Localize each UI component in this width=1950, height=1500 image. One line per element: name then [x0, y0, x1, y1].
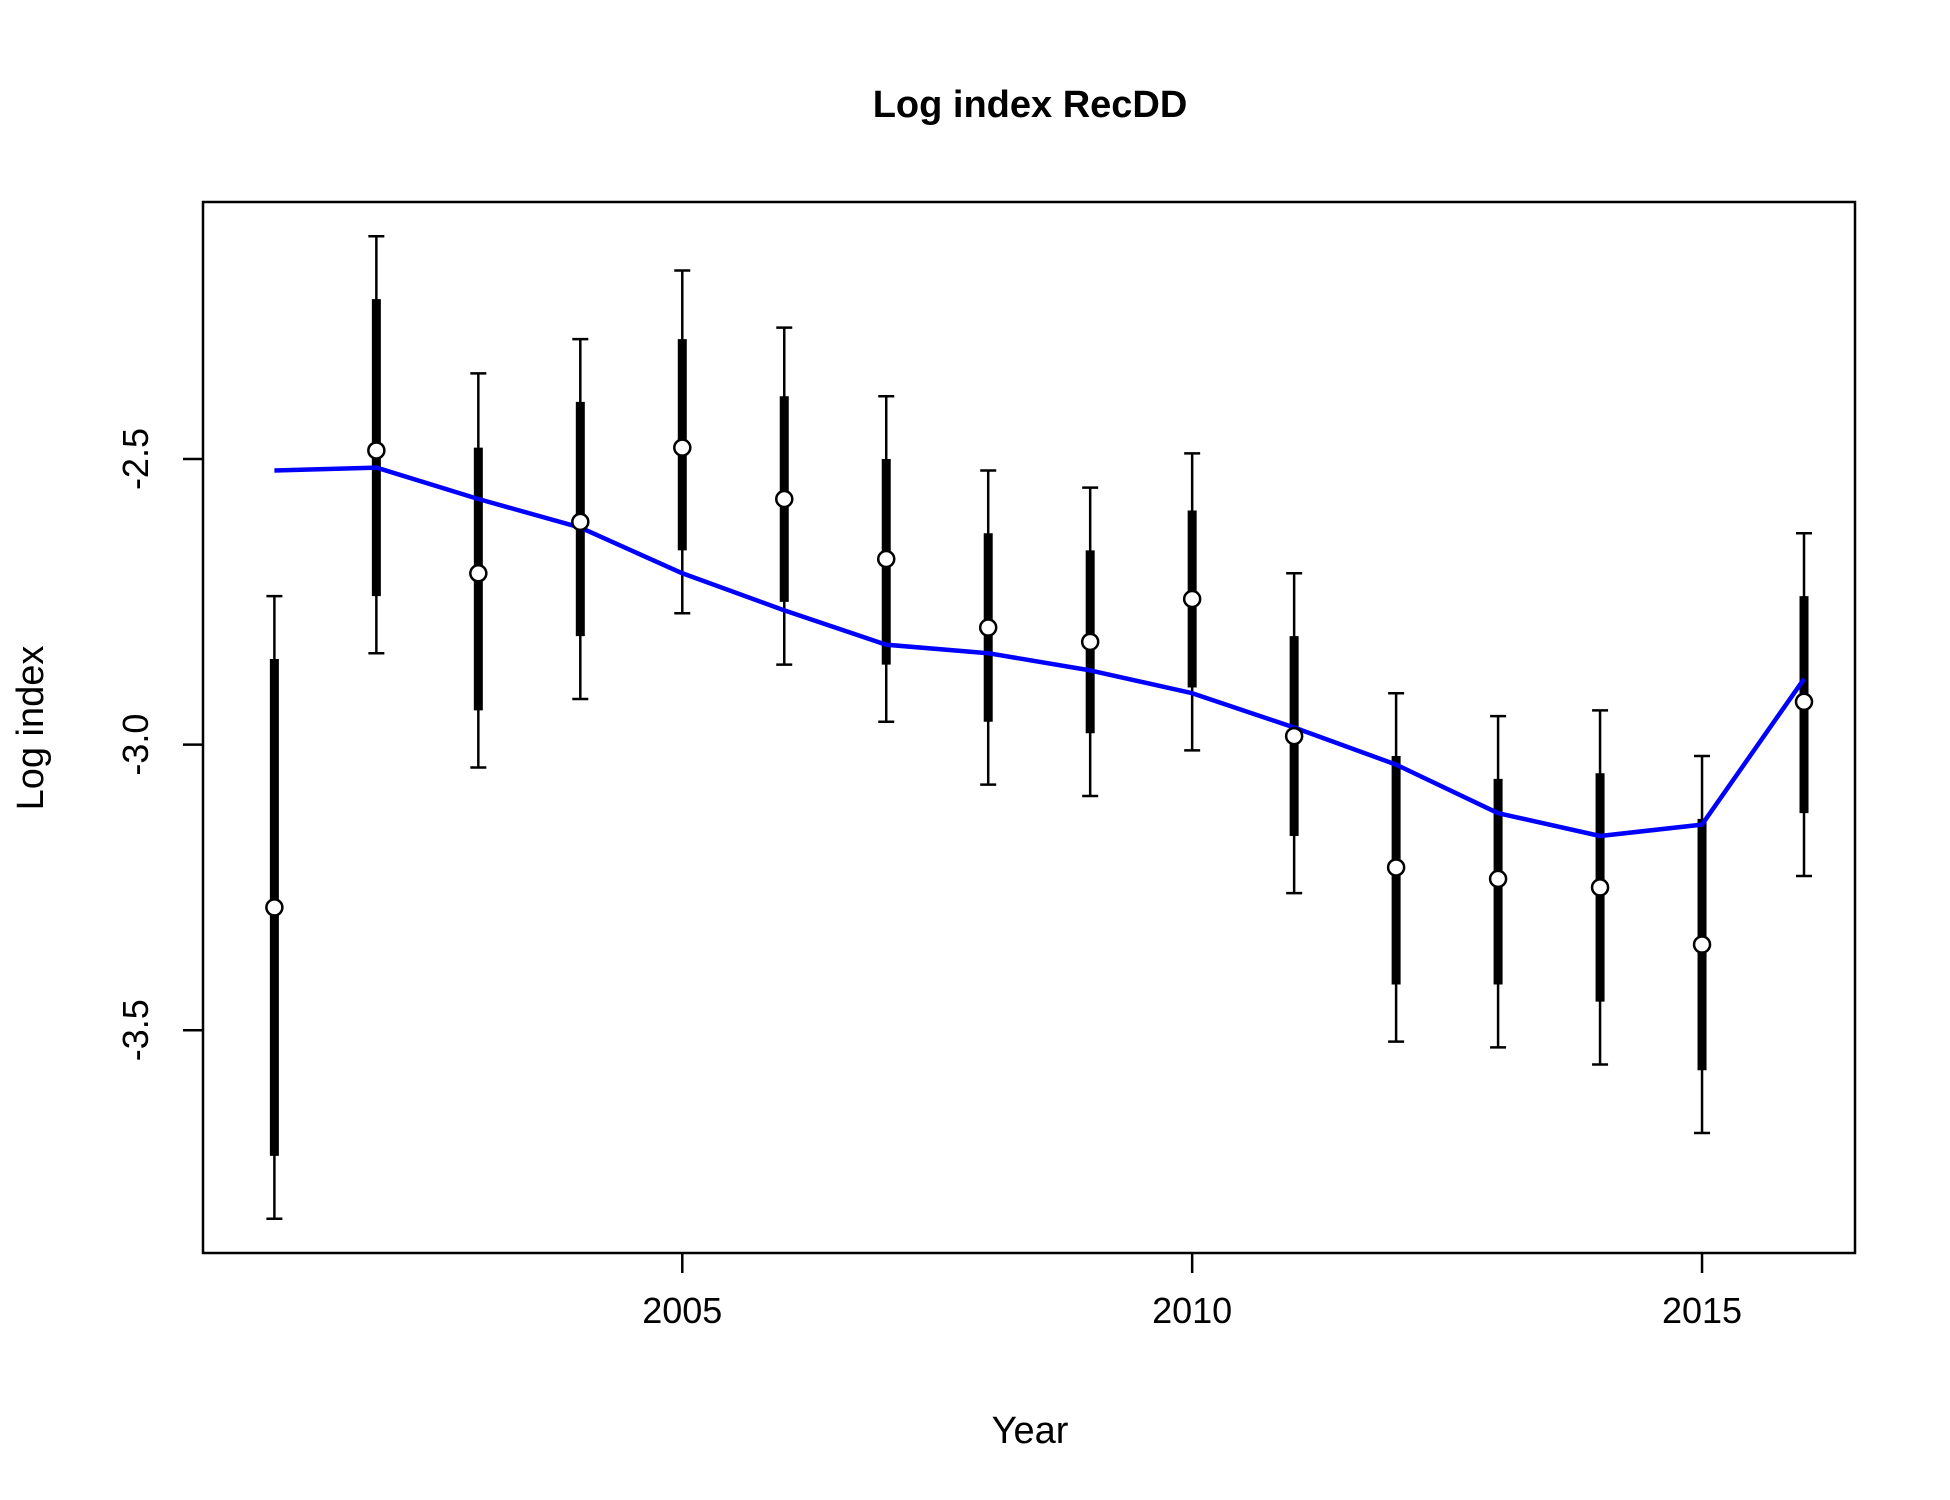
error-bars — [266, 235, 1813, 1220]
data-point — [1692, 935, 1712, 954]
chart-title: Log index RecDD — [873, 84, 1188, 126]
data-point — [775, 489, 794, 509]
data-point — [1590, 878, 1610, 897]
y-axis: -2.5 -3.0 -3.5 — [115, 428, 203, 1061]
x-axis-label: Year — [992, 1410, 1069, 1452]
plot-frame — [201, 200, 1857, 1255]
data-point — [1182, 589, 1202, 609]
data-point — [1080, 632, 1100, 652]
data-point — [1386, 858, 1406, 877]
y-axis-label: Log index — [10, 646, 52, 811]
data-point — [1284, 726, 1304, 746]
data-point — [1488, 869, 1508, 889]
data-point — [469, 564, 488, 583]
data-point — [673, 438, 692, 457]
data-point — [876, 549, 896, 569]
observed-points — [265, 438, 1814, 954]
y-tick-label: -3.5 — [115, 999, 156, 1061]
x-tick-label: 2005 — [642, 1290, 722, 1331]
y-tick-label: -3.0 — [115, 714, 156, 776]
x-tick-label: 2010 — [1152, 1290, 1232, 1331]
fit-line — [274, 465, 1806, 839]
x-tick-label: 2015 — [1662, 1290, 1742, 1331]
x-axis: 2005 2010 2015 — [642, 1253, 1742, 1331]
data-point — [265, 898, 284, 917]
data-point — [367, 441, 386, 460]
data-point — [978, 618, 998, 637]
y-tick-label: -2.5 — [115, 428, 156, 490]
data-point — [1794, 692, 1814, 712]
data-point — [571, 512, 590, 532]
